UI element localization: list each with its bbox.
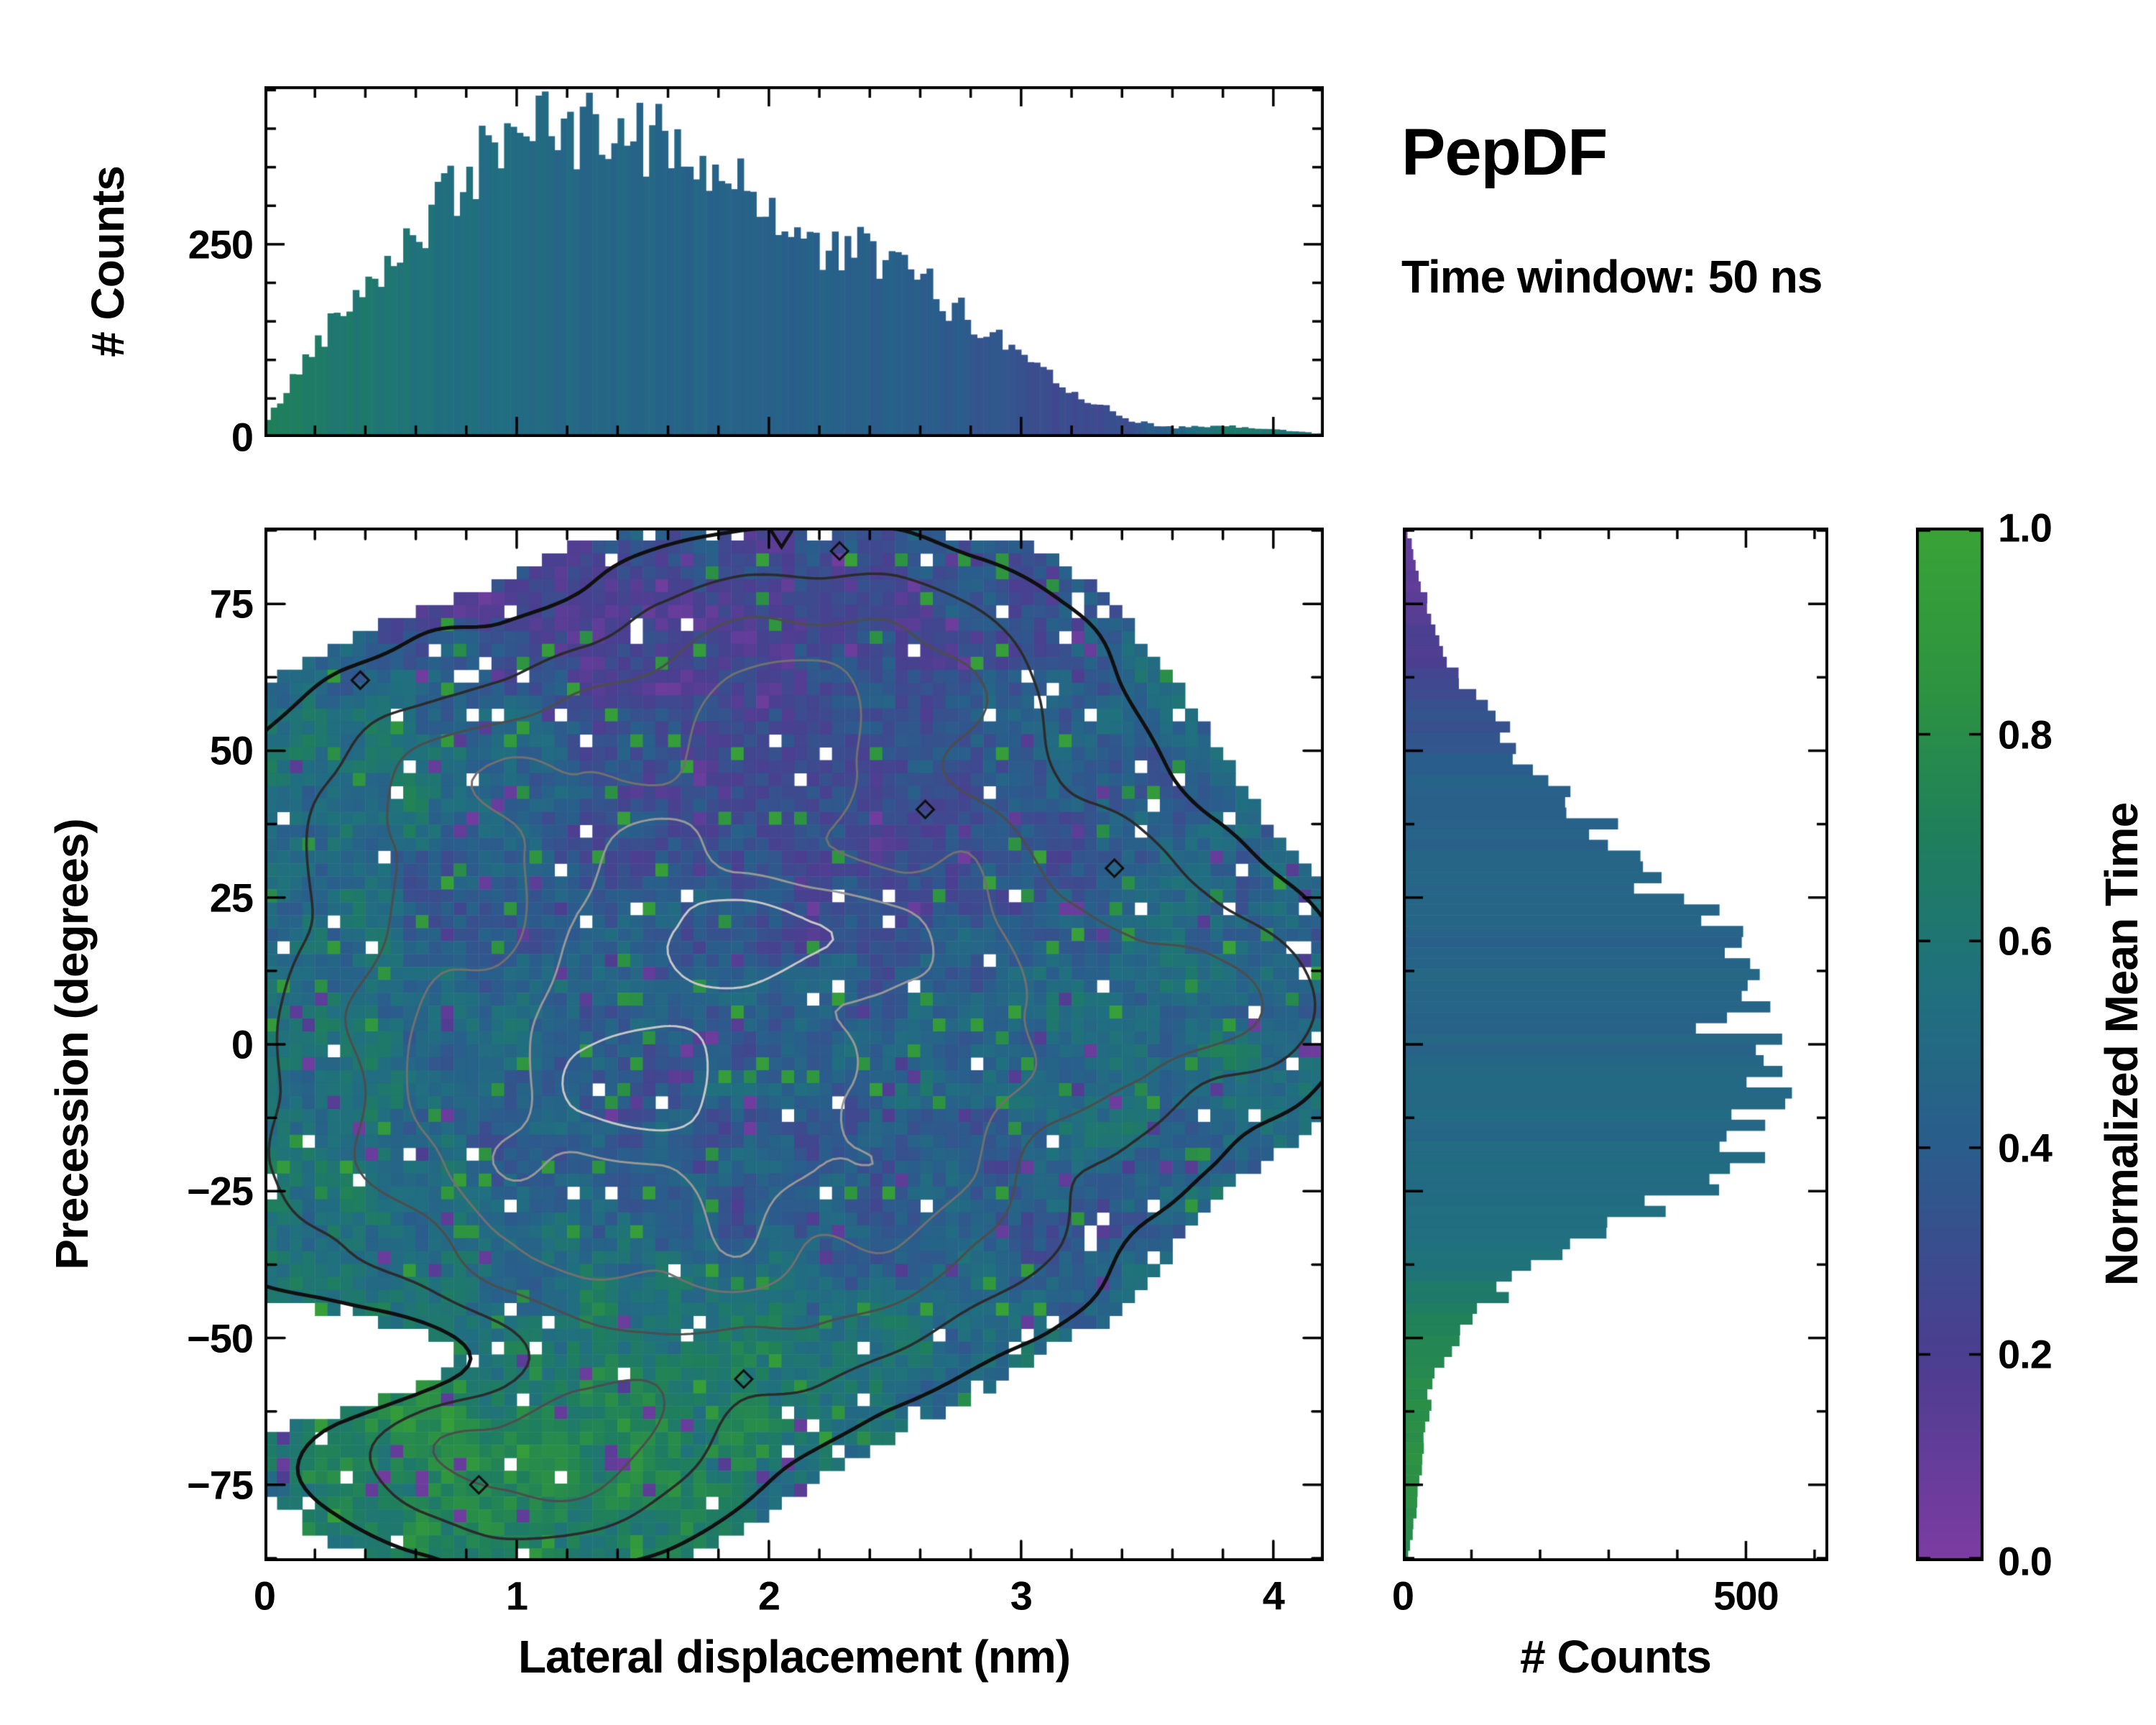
top-marginal-histogram [264, 86, 1324, 437]
joint-heatmap [264, 528, 1324, 1561]
main-x-tick-label: 4 [1262, 1573, 1285, 1619]
colorbar-tick-label: 1.0 [1998, 505, 2053, 551]
main-y-tick-label: 50 [209, 727, 254, 773]
main-y-tick-label: −50 [187, 1315, 254, 1361]
right-marginal-histogram [1403, 528, 1828, 1561]
main-x-tick-label: 1 [505, 1573, 528, 1619]
colorbar-tick-label: 0.6 [1998, 918, 2053, 964]
main-y-axis-title: Precession (degrees) [46, 819, 98, 1270]
colorbar-tick-label: 0.4 [1998, 1125, 2053, 1171]
figure-title: PepDF [1401, 116, 1608, 189]
main-x-tick-label: 3 [1010, 1573, 1033, 1619]
top-hist-y-tick-label: 250 [188, 221, 254, 267]
colorbar-title: Normalized Mean Time [2096, 802, 2147, 1287]
right-hist-x-tick-label: 500 [1713, 1573, 1779, 1619]
right-hist-x-axis-title: # Counts [1520, 1631, 1712, 1683]
right-hist-x-tick-label: 0 [1391, 1573, 1414, 1619]
main-y-tick-label: 25 [209, 875, 254, 921]
main-x-tick-label: 2 [757, 1573, 780, 1619]
main-x-axis-title: Lateral displacement (nm) [517, 1631, 1071, 1683]
colorbar-tick-label: 0.0 [1998, 1538, 2053, 1584]
colorbar [1916, 528, 1984, 1561]
main-y-tick-label: −25 [187, 1168, 254, 1214]
colorbar-tick-label: 0.2 [1998, 1331, 2053, 1377]
main-y-tick-label: 0 [231, 1021, 254, 1067]
main-y-tick-label: −75 [187, 1462, 254, 1508]
top-hist-y-tick-label: 0 [231, 414, 254, 460]
main-x-tick-label: 0 [253, 1573, 276, 1619]
top-hist-y-axis-title: # Counts [82, 166, 134, 357]
figure-subtitle: Time window: 50 ns [1401, 251, 1823, 303]
main-y-tick-label: 75 [209, 581, 254, 627]
colorbar-tick-label: 0.8 [1998, 712, 2053, 758]
